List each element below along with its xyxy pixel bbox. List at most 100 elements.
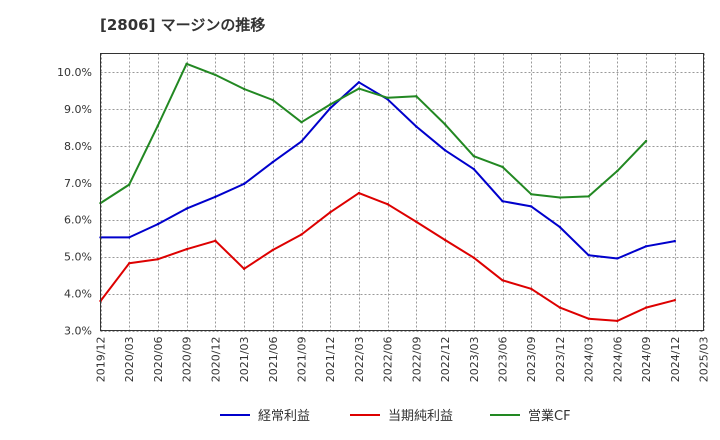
legend: 経常利益 当期純利益 営業CF — [220, 408, 571, 424]
x-tick-label: 2024/03 — [583, 337, 596, 383]
data-point — [271, 98, 274, 102]
data-point — [185, 207, 188, 210]
legend-label: 営業CF — [528, 408, 571, 424]
data-point — [128, 183, 131, 186]
data-point — [156, 258, 160, 261]
x-tick-label: 2023/09 — [525, 337, 538, 383]
data-point — [501, 165, 504, 169]
data-point — [530, 193, 533, 196]
data-point — [587, 253, 590, 257]
data-point — [300, 120, 303, 124]
data-point — [616, 319, 619, 323]
data-point — [185, 248, 188, 251]
legend-label: 経常利益 — [258, 409, 310, 424]
data-point — [156, 124, 160, 127]
data-point — [616, 169, 619, 173]
x-tick-label: 2020/12 — [209, 337, 222, 383]
data-point — [558, 225, 562, 229]
data-point — [329, 211, 332, 214]
data-point — [644, 139, 648, 143]
data-point — [185, 62, 188, 66]
x-tick-label: 2021/06 — [267, 337, 280, 383]
x-tick-label: 2024/09 — [640, 337, 653, 383]
data-point — [271, 248, 274, 252]
series-line-2 — [99, 62, 647, 204]
x-tick-label: 2022/06 — [382, 337, 395, 383]
x-tick-label: 2023/12 — [554, 337, 567, 383]
data-point — [415, 220, 418, 224]
x-tick-label: 2022/03 — [353, 337, 366, 383]
x-tick-label: 2023/03 — [468, 337, 481, 383]
data-point — [242, 87, 246, 91]
data-point — [644, 245, 648, 248]
y-tick-label: 4.0% — [64, 288, 92, 301]
data-point — [472, 167, 475, 171]
data-point — [271, 160, 274, 164]
data-point — [443, 149, 447, 152]
y-tick-label: 7.0% — [64, 177, 92, 190]
data-point — [357, 191, 361, 195]
data-point — [128, 236, 131, 239]
data-point — [329, 103, 332, 106]
y-tick-label: 9.0% — [64, 103, 92, 116]
data-point — [242, 182, 246, 186]
data-point — [673, 239, 676, 243]
x-tick-label: 2024/06 — [611, 337, 624, 383]
data-point — [558, 196, 562, 199]
x-tick-label: 2022/09 — [410, 337, 423, 383]
x-tick-label: 2020/06 — [152, 337, 165, 383]
x-tick-label: 2019/12 — [95, 337, 108, 383]
data-point — [472, 256, 475, 259]
data-point — [443, 238, 447, 242]
data-point — [558, 306, 562, 309]
y-tick-label: 3.0% — [64, 325, 92, 338]
data-point — [530, 205, 533, 208]
data-point — [128, 262, 131, 265]
data-point — [357, 81, 361, 84]
x-tick-label: 2021/03 — [238, 337, 251, 383]
series-line-0 — [100, 81, 675, 260]
data-point — [214, 195, 217, 199]
y-axis-ticks: 3.0% 4.0% 5.0% 6.0% 7.0% 8.0% 9.0% 10.0% — [57, 66, 92, 338]
data-point — [472, 154, 475, 158]
data-point — [616, 257, 619, 260]
data-point — [300, 140, 303, 143]
data-point — [214, 239, 217, 242]
data-point — [415, 95, 418, 98]
data-point — [587, 195, 590, 198]
x-tick-label: 2021/12 — [324, 337, 337, 383]
data-point — [329, 106, 332, 110]
plot-frame — [100, 53, 704, 331]
data-point — [443, 123, 447, 126]
data-point — [501, 200, 504, 203]
series-layer — [99, 62, 676, 323]
x-axis-ticks: 2019/12 2020/03 2020/06 2020/09 2020/12 2021/… — [95, 337, 711, 383]
data-point — [587, 317, 590, 320]
y-tick-label: 8.0% — [64, 140, 92, 153]
y-tick-label: 5.0% — [64, 251, 92, 264]
data-point — [242, 267, 246, 271]
data-point — [415, 125, 418, 128]
x-tick-label: 2023/06 — [497, 337, 510, 383]
legend-label: 当期純利益 — [388, 409, 453, 424]
data-point — [644, 306, 648, 309]
data-point — [156, 222, 160, 226]
data-point — [386, 202, 389, 206]
data-point — [673, 299, 676, 302]
x-tick-label: 2024/12 — [669, 337, 682, 383]
data-point — [530, 287, 533, 290]
data-point — [300, 233, 303, 236]
grid-layer — [100, 53, 705, 332]
data-point — [501, 279, 504, 282]
data-point — [386, 96, 389, 100]
y-tick-label: 6.0% — [64, 214, 92, 227]
x-tick-label: 2025/03 — [698, 337, 711, 383]
chart-title: [2806] マージンの推移 — [100, 16, 266, 34]
x-tick-label: 2020/03 — [123, 337, 136, 383]
x-tick-label: 2020/09 — [181, 337, 194, 383]
data-point — [214, 73, 217, 77]
y-tick-label: 10.0% — [57, 66, 92, 79]
data-point — [357, 87, 361, 90]
x-tick-label: 2022/12 — [439, 337, 452, 383]
